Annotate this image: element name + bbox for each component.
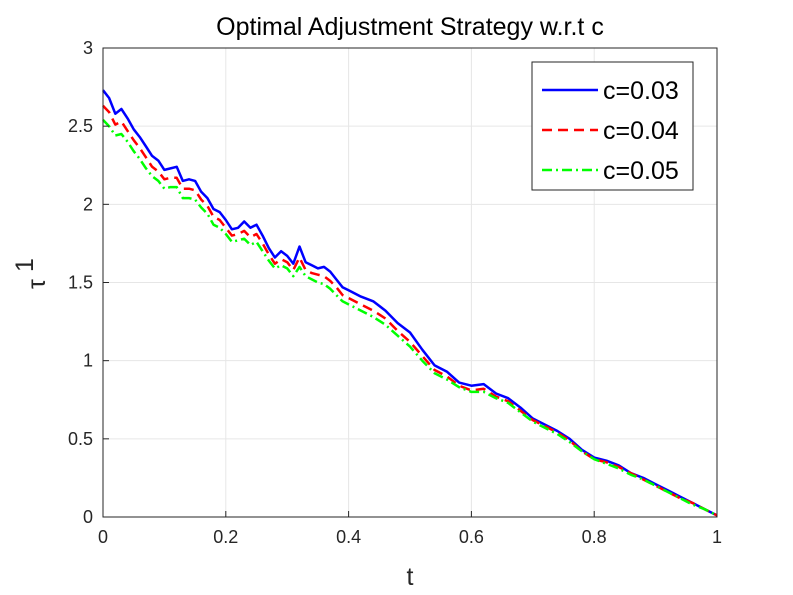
series-line-3 — [102, 119, 718, 517]
x-tick-label: 0.2 — [213, 527, 238, 547]
y-tick-label: 2 — [83, 194, 93, 214]
legend: c=0.03 c=0.04 c=0.05 — [531, 61, 694, 191]
y-tick-label: 2.5 — [68, 116, 93, 136]
y-axis-label: τ — [23, 279, 51, 289]
legend-label-1: c=0.03 — [603, 77, 679, 105]
y-tick-label: 0 — [83, 507, 93, 527]
series-lines — [102, 89, 718, 517]
y-tick-label: 1 — [83, 351, 93, 371]
legend-label-3: c=0.05 — [603, 157, 679, 185]
y-axis-label-group: τ 1 — [11, 258, 51, 289]
chart-title: Optimal Adjustment Strategy w.r.t c — [216, 13, 604, 41]
x-tick-label: 0.6 — [459, 527, 484, 547]
legend-label-2: c=0.04 — [603, 117, 679, 145]
x-axis-label: t — [407, 563, 414, 591]
x-tick-label: 0.8 — [582, 527, 607, 547]
series-line-2 — [102, 104, 718, 517]
x-tick-label: 0.4 — [336, 527, 361, 547]
legend-box — [531, 61, 694, 191]
x-tick-label: 0 — [98, 527, 108, 547]
y-axis-label-superscript: 1 — [11, 258, 39, 272]
y-tick-label: 0.5 — [68, 429, 93, 449]
x-tick-label: 1 — [712, 527, 722, 547]
y-tick-label: 1.5 — [68, 273, 93, 293]
axis-ticks: 0 0.2 0.4 0.6 0.8 1 0 0.5 1 1.5 2 2.5 3 — [68, 38, 722, 547]
y-tick-label: 3 — [83, 38, 93, 58]
